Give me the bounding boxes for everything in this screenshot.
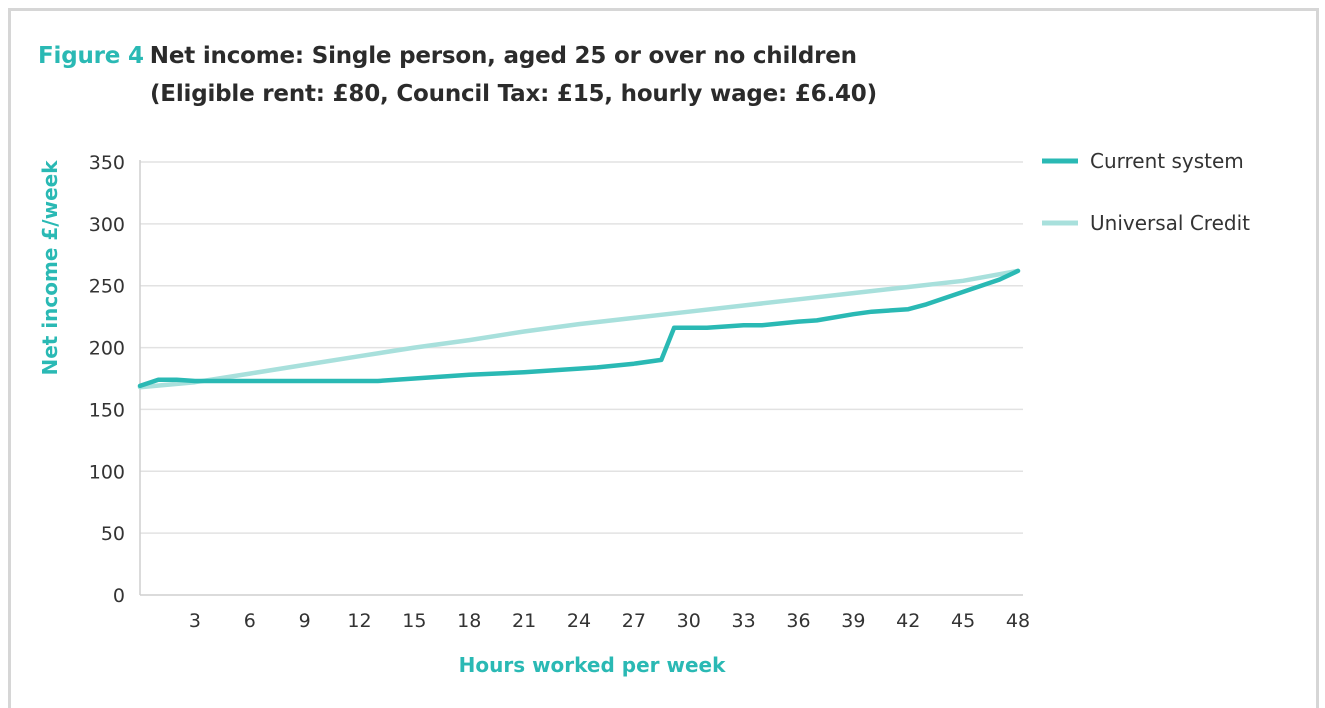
x-tick-label: 12: [347, 610, 371, 632]
x-axis-label: Hours worked per week: [459, 653, 726, 677]
x-tick-label: 27: [622, 610, 646, 632]
series-lines: [137, 268, 1021, 390]
x-tick-label: 39: [841, 610, 865, 632]
y-tick-label: 250: [89, 276, 125, 298]
x-axis-ticks: 3 6 9 12 15 18 21 24 27 30 33 36 39 42 45 48: [189, 610, 1030, 632]
x-tick-label: 24: [567, 610, 591, 632]
y-tick-label: 150: [89, 399, 125, 421]
legend: Current system Universal Credit: [1042, 149, 1250, 235]
y-axis-ticks: 0 50 100 150 200 250 300 350: [89, 152, 125, 607]
y-tick-label: 350: [89, 152, 125, 174]
x-tick-label: 33: [732, 610, 756, 632]
x-tick-label: 15: [402, 610, 426, 632]
y-tick-label: 0: [113, 585, 125, 607]
figure-label: Figure 4: [38, 43, 144, 69]
y-tick-label: 50: [101, 523, 125, 545]
y-tick-label: 200: [89, 338, 125, 360]
y-tick-label: 300: [89, 214, 125, 236]
x-tick-label: 9: [299, 610, 311, 632]
x-tick-label: 6: [244, 610, 256, 632]
y-axis-label: Net income £/week: [38, 160, 62, 376]
chart-title: Figure 4 Net income: Single person, aged …: [38, 38, 857, 74]
grid-lines: [140, 161, 1023, 534]
x-tick-label: 42: [896, 610, 920, 632]
figure-title: Net income: Single person, aged 25 or ov…: [149, 43, 857, 69]
y-tick-label: 100: [89, 461, 125, 483]
x-tick-label: 30: [677, 610, 701, 632]
x-tick-label: 21: [512, 610, 536, 632]
x-tick-label: 36: [786, 610, 810, 632]
x-tick-label: 3: [189, 610, 201, 632]
x-tick-label: 48: [1006, 610, 1030, 632]
legend-label-current-system: Current system: [1090, 149, 1244, 173]
legend-label-universal-credit: Universal Credit: [1090, 211, 1250, 235]
x-tick-label: 45: [951, 610, 975, 632]
x-tick-label: 18: [457, 610, 481, 632]
chart-subtitle: (Eligible rent: £80, Council Tax: £15, h…: [150, 81, 877, 107]
current-system-line: [137, 268, 1021, 389]
universal-credit-line: [137, 268, 1021, 390]
